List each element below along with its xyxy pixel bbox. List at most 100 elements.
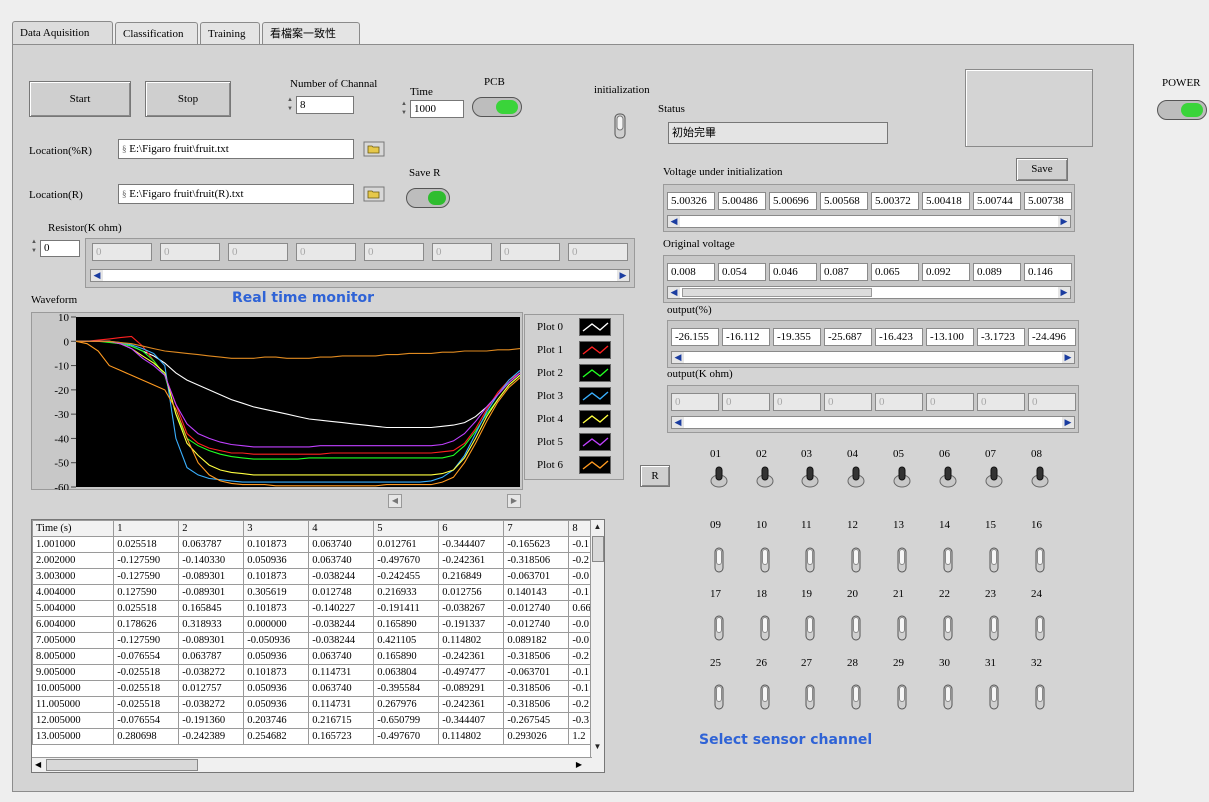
scroll-thumb[interactable]	[592, 536, 604, 562]
table-cell[interactable]: -0.038244	[308, 632, 375, 649]
table-cell[interactable]: 0.025518	[113, 600, 180, 617]
table-cell[interactable]: 0.012748	[308, 584, 375, 601]
table-cell[interactable]: 0.012761	[373, 536, 440, 553]
table-cell[interactable]: 0.114802	[438, 632, 505, 649]
table-cell[interactable]: -0.242361	[438, 696, 505, 713]
array-cell[interactable]: -16.112	[722, 328, 770, 346]
table-cell[interactable]: 11.005000	[32, 696, 115, 713]
table-cell[interactable]: -0.140227	[308, 600, 375, 617]
array-cell[interactable]: 0.065	[871, 263, 919, 281]
table-cell[interactable]: 0.101873	[243, 568, 310, 585]
table-cell[interactable]: 0.101873	[243, 600, 310, 617]
table-cell[interactable]: -0.038244	[308, 568, 375, 585]
scroll-right-icon[interactable]: ▶	[1062, 417, 1074, 428]
table-cell[interactable]: 0.012757	[178, 680, 245, 697]
table-cell[interactable]: -0.267545	[503, 712, 570, 729]
table-cell[interactable]: 5.004000	[32, 600, 115, 617]
channel-toggle-icon[interactable]	[983, 465, 1005, 491]
table-cell[interactable]: 0.114731	[308, 664, 375, 681]
scroll-left-icon[interactable]: ◀	[672, 352, 684, 363]
scroll-right-icon[interactable]: ▶	[1058, 287, 1070, 298]
legend-item[interactable]: Plot 6	[535, 456, 620, 476]
array-cell[interactable]: 5.00568	[820, 192, 868, 210]
channel-toggle-icon[interactable]	[937, 465, 959, 491]
channel-toggle-icon[interactable]	[799, 465, 821, 491]
channel-toggle-icon[interactable]	[754, 546, 776, 573]
original-voltage-scrollbar[interactable]: ◀ ▶	[667, 286, 1071, 299]
table-cell[interactable]: -0.242455	[373, 568, 440, 585]
table-cell[interactable]: -0.076554	[113, 712, 180, 729]
channel-toggle-icon[interactable]	[708, 546, 730, 573]
resistor-cell[interactable]: 0	[364, 243, 424, 261]
table-cell[interactable]: 0.050936	[243, 552, 310, 569]
table-row[interactable]: 8.005000 -0.076554 0.063787 0.050936 0.06374…	[32, 648, 604, 665]
table-cell[interactable]: 0.178626	[113, 616, 180, 633]
array-cell[interactable]: 0	[824, 393, 872, 411]
tab-data-aquisition[interactable]: Data Aquisition	[12, 21, 113, 45]
table-cell[interactable]: 10.005000	[32, 680, 115, 697]
chart-scroll-left-icon[interactable]: ◀	[388, 494, 402, 508]
channel-toggle-icon[interactable]	[799, 546, 821, 573]
table-cell[interactable]: -0.395584	[373, 680, 440, 697]
table-row[interactable]: 1.001000 0.025518 0.063787 0.101873 0.063740…	[32, 536, 604, 553]
table-cell[interactable]: -0.242389	[178, 728, 245, 745]
legend-item[interactable]: Plot 2	[535, 364, 620, 384]
channel-toggle-icon[interactable]	[891, 465, 913, 491]
scroll-left-icon[interactable]: ◀	[91, 270, 103, 281]
channel-toggle-icon[interactable]	[891, 614, 913, 641]
channel-toggle-icon[interactable]	[937, 614, 959, 641]
table-cell[interactable]: 0.203746	[243, 712, 310, 729]
array-cell[interactable]: -19.355	[773, 328, 821, 346]
browse-folder-icon[interactable]	[363, 186, 385, 202]
table-cell[interactable]: -0.063701	[503, 664, 570, 681]
channel-toggle-icon[interactable]	[937, 546, 959, 573]
table-cell[interactable]: 13.005000	[32, 728, 115, 745]
save-r-led-button[interactable]	[406, 188, 450, 208]
resistor-cell[interactable]: 0	[568, 243, 628, 261]
scroll-left-icon[interactable]: ◀	[668, 216, 680, 227]
resistor-cell[interactable]: 0	[296, 243, 356, 261]
table-cell[interactable]: -0.191337	[438, 616, 505, 633]
table-cell[interactable]: 0.063740	[308, 648, 375, 665]
array-cell[interactable]: 5.00486	[718, 192, 766, 210]
table-cell[interactable]: 0.101873	[243, 664, 310, 681]
resistor-cell[interactable]: 0	[432, 243, 492, 261]
table-cell[interactable]: 6.004000	[32, 616, 115, 633]
array-cell[interactable]: 5.00744	[973, 192, 1021, 210]
channel-toggle-icon[interactable]	[845, 614, 867, 641]
browse-folder-icon[interactable]	[363, 141, 385, 157]
channel-toggle-icon[interactable]	[845, 683, 867, 710]
spin-icon[interactable]: ▲ ▼	[401, 101, 407, 116]
table-cell[interactable]: -0.050936	[243, 632, 310, 649]
table-cell[interactable]: 0.114802	[438, 728, 505, 745]
table-cell[interactable]: 0.267976	[373, 696, 440, 713]
channel-toggle-icon[interactable]	[754, 614, 776, 641]
resistor-cell[interactable]: 0	[92, 243, 152, 261]
channel-toggle-icon[interactable]	[983, 546, 1005, 573]
table-cell[interactable]: -0.038272	[178, 664, 245, 681]
table-cell[interactable]: -0.165623	[503, 536, 570, 553]
table-cell[interactable]: 0.063804	[373, 664, 440, 681]
start-button[interactable]: Start	[29, 81, 131, 117]
array-cell[interactable]: -24.496	[1028, 328, 1076, 346]
table-cell[interactable]: -0.242361	[438, 648, 505, 665]
table-cell[interactable]: 0.280698	[113, 728, 180, 745]
scroll-up-icon[interactable]: ▲	[593, 522, 602, 531]
channel-toggle-icon[interactable]	[799, 614, 821, 641]
resistor-cell[interactable]: 0	[228, 243, 288, 261]
legend-item[interactable]: Plot 3	[535, 387, 620, 407]
array-cell[interactable]: -13.100	[926, 328, 974, 346]
table-cell[interactable]: 0.165845	[178, 600, 245, 617]
array-cell[interactable]: 0.054	[718, 263, 766, 281]
array-cell[interactable]: 0	[773, 393, 821, 411]
legend-item[interactable]: Plot 1	[535, 341, 620, 361]
table-cell[interactable]: 0.063740	[308, 536, 375, 553]
table-cell[interactable]: 9.005000	[32, 664, 115, 681]
channel-toggle-icon[interactable]	[1029, 614, 1051, 641]
channel-toggle-icon[interactable]	[1029, 546, 1051, 573]
table-cell[interactable]: 0.421105	[373, 632, 440, 649]
table-hscrollbar[interactable]: ◀ ▶	[32, 757, 592, 772]
channel-toggle-icon[interactable]	[891, 546, 913, 573]
array-cell[interactable]: 0	[875, 393, 923, 411]
location-r-input[interactable]: § E:\Figaro fruit\fruit(R).txt	[118, 184, 354, 204]
